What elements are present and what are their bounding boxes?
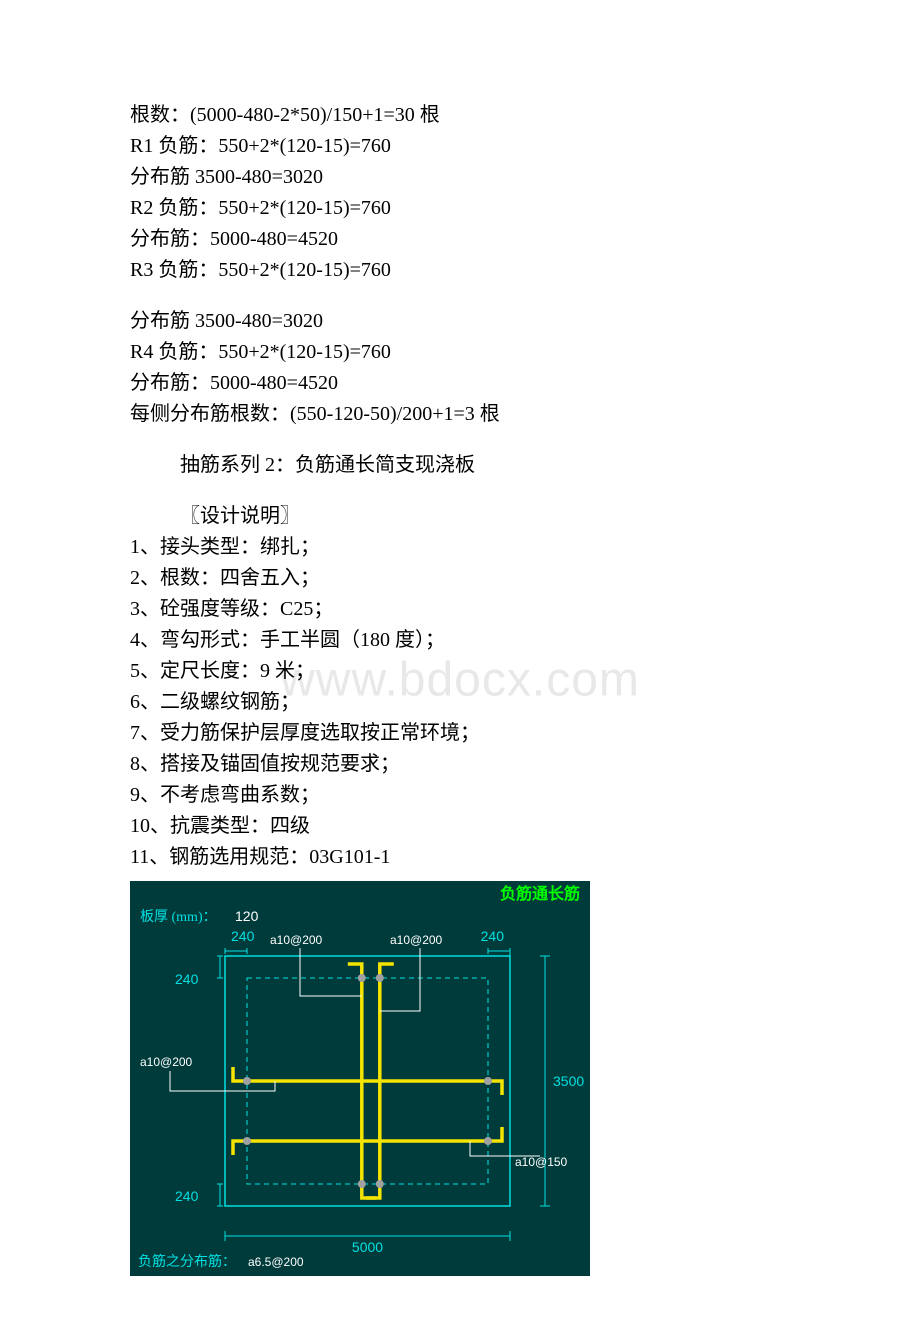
calc-line: R2 负筋：550+2*(120-15)=760 [130, 193, 790, 224]
design-item: 8、搭接及锚固值按规范要求； [130, 749, 790, 780]
section-title-text: 抽筋系列 2：负筋通长简支现浇板 [180, 450, 790, 481]
svg-text:负筋之分布筋：: 负筋之分布筋： [138, 1253, 236, 1270]
svg-text:a10@200: a10@200 [140, 1055, 193, 1069]
calc-line: 分布筋：5000-480=4520 [130, 224, 790, 255]
design-item: 6、二级螺纹钢筋； [130, 687, 790, 718]
design-item: 2、根数：四舍五入； [130, 563, 790, 594]
design-heading: 〖设计说明〗 [130, 501, 790, 532]
design-item: 7、受力筋保护层厚度选取按正常环境； [130, 718, 790, 749]
design-item: 11、钢筋选用规范：03G101-1 [130, 842, 790, 873]
calc-block-1: 根数：(5000-480-2*50)/150+1=30 根 R1 负筋：550+… [130, 100, 790, 286]
svg-text:240: 240 [231, 928, 255, 944]
calc-line: R4 负筋：550+2*(120-15)=760 [130, 337, 790, 368]
svg-text:a6.5@200: a6.5@200 [248, 1255, 304, 1269]
svg-text:a10@200: a10@200 [390, 933, 443, 947]
svg-text:a10@200: a10@200 [270, 933, 323, 947]
svg-text:120: 120 [235, 908, 259, 924]
svg-text:240: 240 [481, 928, 505, 944]
calc-line: R3 负筋：550+2*(120-15)=760 [130, 255, 790, 286]
calc-block-2: 分布筋 3500-480=3020 R4 负筋：550+2*(120-15)=7… [130, 306, 790, 430]
calc-line: 分布筋：5000-480=4520 [130, 368, 790, 399]
design-item: 1、接头类型：绑扎； [130, 532, 790, 563]
calc-line: R1 负筋：550+2*(120-15)=760 [130, 131, 790, 162]
svg-text:240: 240 [175, 1188, 199, 1204]
design-item: 3、砼强度等级：C25； [130, 594, 790, 625]
rebar-diagram: 负筋通长筋板厚 (mm)： 120 240 240 240 240 3500 5000 a10@… [130, 881, 590, 1276]
svg-text:240: 240 [175, 971, 199, 987]
calc-line: 根数：(5000-480-2*50)/150+1=30 根 [130, 100, 790, 131]
calc-line: 分布筋 3500-480=3020 [130, 306, 790, 337]
diagram-container: 负筋通长筋板厚 (mm)： 120 240 240 240 240 3500 5000 a10@… [130, 881, 790, 1276]
design-item: 9、不考虑弯曲系数； [130, 780, 790, 811]
svg-text:a10@150: a10@150 [515, 1155, 568, 1169]
section-title: 抽筋系列 2：负筋通长简支现浇板 [130, 450, 790, 481]
svg-text:3500: 3500 [553, 1073, 584, 1089]
calc-line: 分布筋 3500-480=3020 [130, 162, 790, 193]
design-item: 10、抗震类型：四级 [130, 811, 790, 842]
svg-text:5000: 5000 [352, 1239, 383, 1255]
svg-text:负筋通长筋: 负筋通长筋 [500, 884, 580, 903]
calc-line: 每侧分布筋根数：(550-120-50)/200+1=3 根 [130, 399, 790, 430]
svg-text:板厚 (mm)：: 板厚 (mm)： [140, 909, 217, 925]
design-item: 5、定尺长度：9 米； [130, 656, 790, 687]
design-item: 4、弯勾形式：手工半圆（180 度）； [130, 625, 790, 656]
design-block: 〖设计说明〗 1、接头类型：绑扎； 2、根数：四舍五入； 3、砼强度等级：C25… [130, 501, 790, 873]
